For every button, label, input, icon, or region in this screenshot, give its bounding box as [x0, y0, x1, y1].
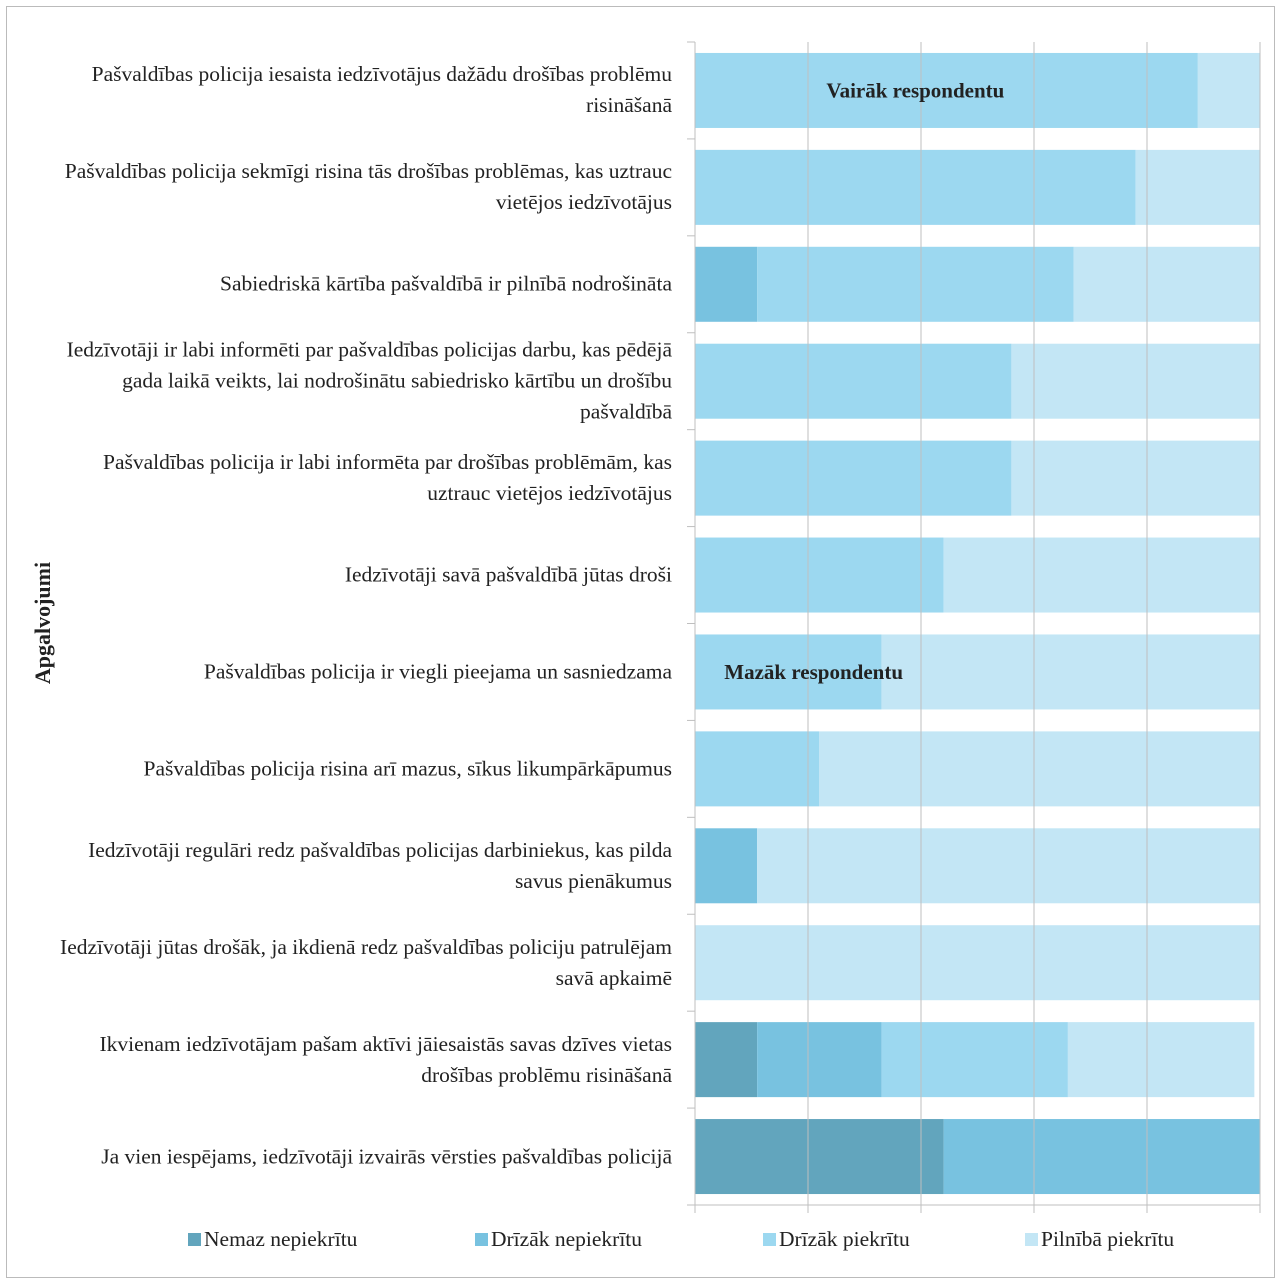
category-label: Pašvaldības policija risina arī mazus, s… [143, 756, 672, 781]
bar-segment [1073, 246, 1260, 322]
legend-label: Nemaz nepiekrītu [204, 1227, 358, 1251]
category-label: Ja vien iespējams, iedzīvotāji izvairās … [101, 1144, 672, 1169]
bar-segment [943, 1119, 1260, 1195]
bar-segment [695, 537, 944, 613]
bar-segment [1011, 440, 1260, 516]
legend-label: Drīzāk nepiekrītu [491, 1227, 642, 1251]
bar-segment [695, 1119, 944, 1195]
category-label: Pašvaldības policija sekmīgi risina tās … [64, 159, 672, 215]
category-label: Iedzīvotāji ir labi informēti par pašval… [66, 337, 672, 424]
bar-segment [757, 246, 1074, 322]
legend-swatch [1025, 1233, 1038, 1246]
bar-segment [1197, 52, 1260, 128]
bar-segment [881, 1022, 1068, 1098]
bar-segment [695, 343, 1012, 419]
category-label: Iedzīvotāji savā pašvaldībā jūtas droši [344, 562, 672, 587]
bar-segment [695, 1022, 758, 1098]
legend-swatch [188, 1233, 201, 1246]
bar-segment [1011, 343, 1260, 419]
legend-label: Pilnībā piekrītu [1041, 1227, 1174, 1251]
bar-segment [819, 731, 1260, 807]
category-label: Iedzīvotāji regulāri redz pašvaldības po… [88, 837, 672, 893]
bar-segment [943, 537, 1260, 613]
y-axis-title: Apgalvojumi [30, 562, 55, 684]
bar-segment [1067, 1022, 1255, 1098]
bar-segment [695, 52, 1198, 128]
bar-segment [695, 440, 1012, 516]
bar-segment [695, 246, 758, 322]
legend-swatch [763, 1233, 776, 1246]
category-label: Ikvienam iedzīvotājam pašam aktīvi jāies… [99, 1031, 672, 1087]
category-label: Pašvaldības policija iesaista iedzīvotāj… [91, 62, 672, 118]
category-label: Pašvaldības policija ir viegli pieejama … [203, 659, 672, 684]
category-label: Sabiedriskā kārtība pašvaldībā ir pilnīb… [220, 271, 672, 296]
category-label: Pašvaldības policija ir labi informēta p… [102, 450, 672, 506]
bar-segment [695, 925, 1260, 1001]
legend-swatch [475, 1233, 488, 1246]
annotation: Vairāk respondentu [826, 78, 1004, 102]
frame [6, 6, 1275, 1278]
category-label: Iedzīvotāji jūtas drošāk, ja ikdienā red… [60, 934, 672, 990]
bar-segment [695, 731, 820, 807]
bar-segment [757, 1022, 882, 1098]
bar-segment [695, 634, 882, 710]
bar-segment [695, 828, 758, 904]
bar-segment [1135, 149, 1260, 225]
legend-label: Drīzāk piekrītu [779, 1227, 910, 1251]
bar-segment [757, 828, 1260, 904]
bar-segment [881, 634, 1260, 710]
annotation: Mazāk respondentu [724, 660, 903, 684]
bar-segment [695, 149, 1136, 225]
